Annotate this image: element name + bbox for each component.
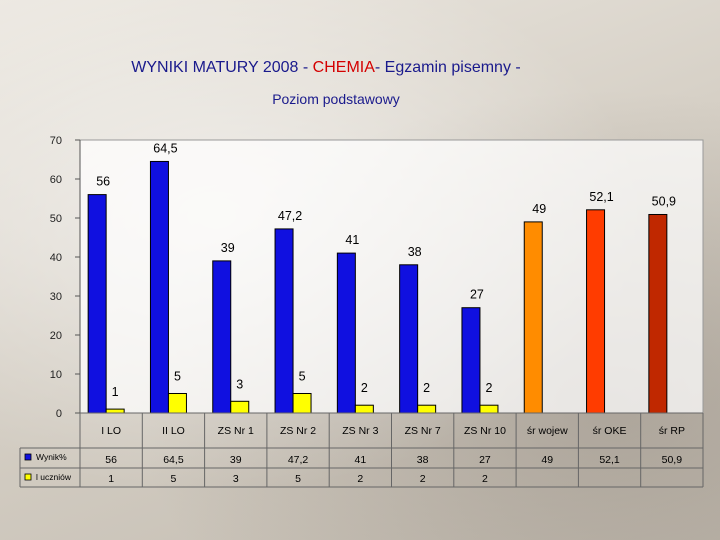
category-label: ZS Nr 1 — [218, 425, 254, 437]
legend-label-wynik: Wynik% — [36, 452, 67, 462]
table-cell-uczniow: 5 — [171, 473, 177, 485]
y-tick-label: 10 — [50, 369, 62, 381]
table-cell-wynik: 50,9 — [662, 454, 683, 466]
bar-uczniow — [230, 400, 250, 414]
y-tick-label: 70 — [50, 135, 62, 147]
table-cell-uczniow: 2 — [420, 473, 426, 485]
data-label-wynik: 38 — [408, 245, 422, 259]
data-label-uczniow: 5 — [299, 370, 306, 384]
data-label-uczniow: 5 — [174, 370, 181, 384]
category-label: ZS Nr 2 — [280, 425, 316, 437]
chart-title: WYNIKI MATURY 2008 - CHEMIA- Egzamin pis… — [131, 59, 520, 76]
data-label-uczniow: 1 — [112, 385, 119, 399]
category-label: śr RP — [659, 425, 685, 437]
table-cell-wynik: 64,5 — [163, 454, 184, 466]
category-label: ZS Nr 7 — [405, 425, 441, 437]
bar-uczniow — [105, 408, 125, 414]
y-tick-label: 50 — [50, 213, 62, 225]
table-cell-wynik: 27 — [479, 454, 491, 466]
bar-wynik — [212, 260, 232, 414]
chart-subtitle: Poziom podstawowy — [272, 91, 400, 107]
bar-uczniow — [292, 393, 312, 414]
legend-key-uczniow — [24, 473, 32, 481]
table-cell-uczniow: 5 — [295, 473, 301, 485]
table-cell-wynik: 39 — [230, 454, 242, 466]
bar-uczniow — [167, 393, 187, 414]
data-label-wynik: 64,5 — [153, 141, 177, 155]
bar-wynik — [523, 221, 543, 414]
bar-wynik — [586, 209, 606, 414]
table-cell-wynik: 56 — [105, 454, 117, 466]
category-label: śr OKE — [593, 425, 627, 437]
bar-uczniow — [354, 404, 374, 414]
table-cell-wynik: 41 — [355, 454, 367, 466]
data-label-uczniow: 2 — [361, 381, 368, 395]
y-tick-label: 30 — [50, 291, 62, 303]
table-cell-wynik: 52,1 — [599, 454, 620, 466]
bar-wynik — [274, 228, 294, 414]
y-tick-label: 60 — [50, 174, 62, 186]
category-label: ZS Nr 3 — [342, 425, 378, 437]
table-cell-wynik: 47,2 — [288, 454, 309, 466]
bar-wynik — [149, 160, 169, 414]
table-cell-uczniow: 2 — [482, 473, 488, 485]
table-cell-uczniow: 1 — [108, 473, 114, 485]
bar-wynik — [648, 213, 668, 414]
category-label: śr wojew — [527, 425, 568, 437]
data-label-wynik: 47,2 — [278, 209, 302, 223]
bar-uczniow — [417, 404, 437, 414]
chart-title-subject: CHEMIA — [313, 59, 376, 76]
data-label-wynik: 49 — [532, 202, 546, 216]
bar-wynik — [336, 252, 356, 414]
data-label-uczniow: 2 — [485, 381, 492, 395]
data-label-wynik: 41 — [345, 233, 359, 247]
table-cell-wynik: 49 — [541, 454, 553, 466]
data-label-wynik: 50,9 — [652, 194, 676, 208]
category-label: II LO — [162, 425, 185, 437]
table-cell-uczniow: 2 — [357, 473, 363, 485]
data-label-wynik: 56 — [96, 175, 110, 189]
bar-wynik — [87, 194, 107, 414]
data-label-uczniow: 2 — [423, 381, 430, 395]
table-cell-wynik: 38 — [417, 454, 429, 466]
bar-wynik — [399, 264, 419, 414]
category-label: ZS Nr 10 — [464, 425, 506, 437]
y-tick-label: 0 — [56, 408, 62, 420]
legend-label-uczniow: l uczniów — [36, 472, 72, 482]
data-label-wynik: 39 — [221, 241, 235, 255]
y-tick-label: 20 — [50, 330, 62, 342]
data-label-uczniow: 3 — [236, 377, 243, 391]
legend-key-wynik — [24, 453, 32, 461]
chart-title-part-3: - Egzamin pisemny - — [375, 59, 521, 76]
bar-uczniow — [479, 404, 499, 414]
table-cell-uczniow: 3 — [233, 473, 239, 485]
chart-title-part-1: WYNIKI MATURY 2008 - — [131, 59, 312, 76]
data-label-wynik: 27 — [470, 288, 484, 302]
y-tick-label: 40 — [50, 252, 62, 264]
category-label: I LO — [101, 425, 121, 437]
bar-wynik — [461, 307, 481, 414]
data-label-wynik: 52,1 — [589, 190, 613, 204]
